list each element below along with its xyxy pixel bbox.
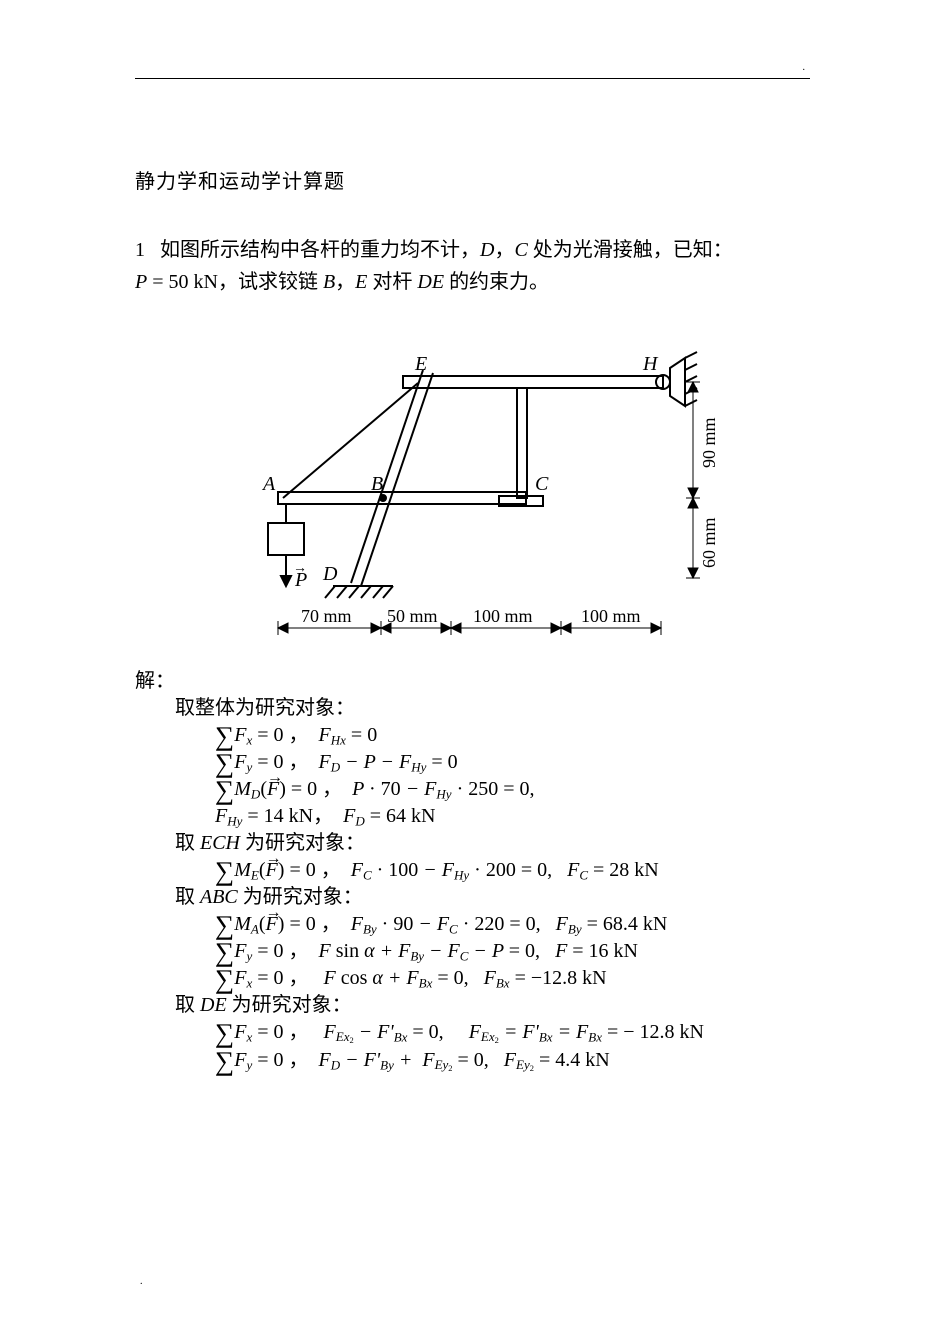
sym-B: B [323,271,335,293]
corner-mark-top: . [803,62,806,73]
step1-title: 取整体为研究对象： [135,695,810,722]
page: . 静力学和运动学计算题 1 如图所示结构中各杆的重力均不计，D，C 处为光滑接… [0,0,945,1337]
eq-s4l2: ∑Fy = 0 ， FD − F'By + FEy2 = 0, FEy2 = 4… [135,1047,810,1075]
problem-statement: 1 如图所示结构中各杆的重力均不计，D，C 处为光滑接触，已知： P = 50 … [135,234,810,298]
dim-70: 70 mm [301,606,352,626]
step2-title: 取 ECH 为研究对象： [135,830,810,857]
label-H: H [642,353,659,375]
sym-E: E [355,271,367,293]
step4-title: 取 DE 为研究对象： [135,992,810,1019]
structure-diagram: E H A B C D P → 70 mm 50 mm 100 mm 100 m… [223,328,723,648]
sym-P: P [135,271,147,293]
dim-50: 50 mm [387,606,438,626]
problem-text-3: 处为光滑接触，已知： [528,239,733,261]
solution-block: 解： 取整体为研究对象： ∑Fx = 0 ， FHx = 0 ∑Fy = 0 ，… [135,668,810,1075]
eq-s1l3: ∑MD(F) = 0 ， P · 70 − FHy · 250 = 0, [135,776,810,803]
eq-s1l2: ∑Fy = 0 ， FD − P − FHy = 0 [135,749,810,776]
eq-s3l3: ∑Fx = 0 ， F cos α + FBx = 0, FBx = −12.8… [135,965,810,992]
sym-C: C [514,239,527,261]
corner-mark-bottom: . [140,1276,143,1287]
section-heading: 静力学和运动学计算题 [135,165,810,194]
sym-D: D [480,239,494,261]
dim-100a: 100 mm [473,606,533,626]
label-D: D [322,563,338,585]
eq-s1l1: ∑Fx = 0 ， FHx = 0 [135,722,810,749]
eq-s3l2: ∑Fy = 0 ， F sin α + FBy − FC − P = 0, F … [135,938,810,965]
problem-number: 1 [135,239,145,261]
problem-text-5: ， [335,271,355,293]
problem-text-7: 的约束力。 [444,271,549,293]
eq-s1l4: FHy = 14 kN， FD = 64 kN [135,803,810,830]
svg-text:→: → [293,561,307,576]
label-E: E [414,353,427,375]
problem-text-4: = 50 kN，试求铰链 [147,271,323,293]
problem-text-2: ， [494,239,514,261]
problem-text-6: 对杆 [367,271,417,293]
label-B: B [371,473,383,495]
eq-s3l1: ∑MA(F) = 0 ， FBy · 90 − FC · 220 = 0, FB… [135,911,810,938]
dim-100b: 100 mm [581,606,641,626]
sym-DE: DE [417,271,444,293]
header-rule [135,78,810,79]
figure-container: E H A B C D P → 70 mm 50 mm 100 mm 100 m… [135,328,810,648]
label-A: A [261,473,276,495]
label-C: C [535,473,549,495]
solution-label: 解： [135,668,810,695]
eq-s4l1: ∑Fx = 0 ， FEx2 − F'Bx = 0, FEx2 = F'Bx =… [135,1019,810,1047]
dim-90: 90 mm [699,417,719,468]
eq-s2l1: ∑ME(F) = 0 ， FC · 100 − FHy · 200 = 0, F… [135,857,810,884]
dim-60: 60 mm [699,517,719,568]
step3-title: 取 ABC 为研究对象： [135,884,810,911]
problem-text-1: 如图所示结构中各杆的重力均不计， [160,239,480,261]
